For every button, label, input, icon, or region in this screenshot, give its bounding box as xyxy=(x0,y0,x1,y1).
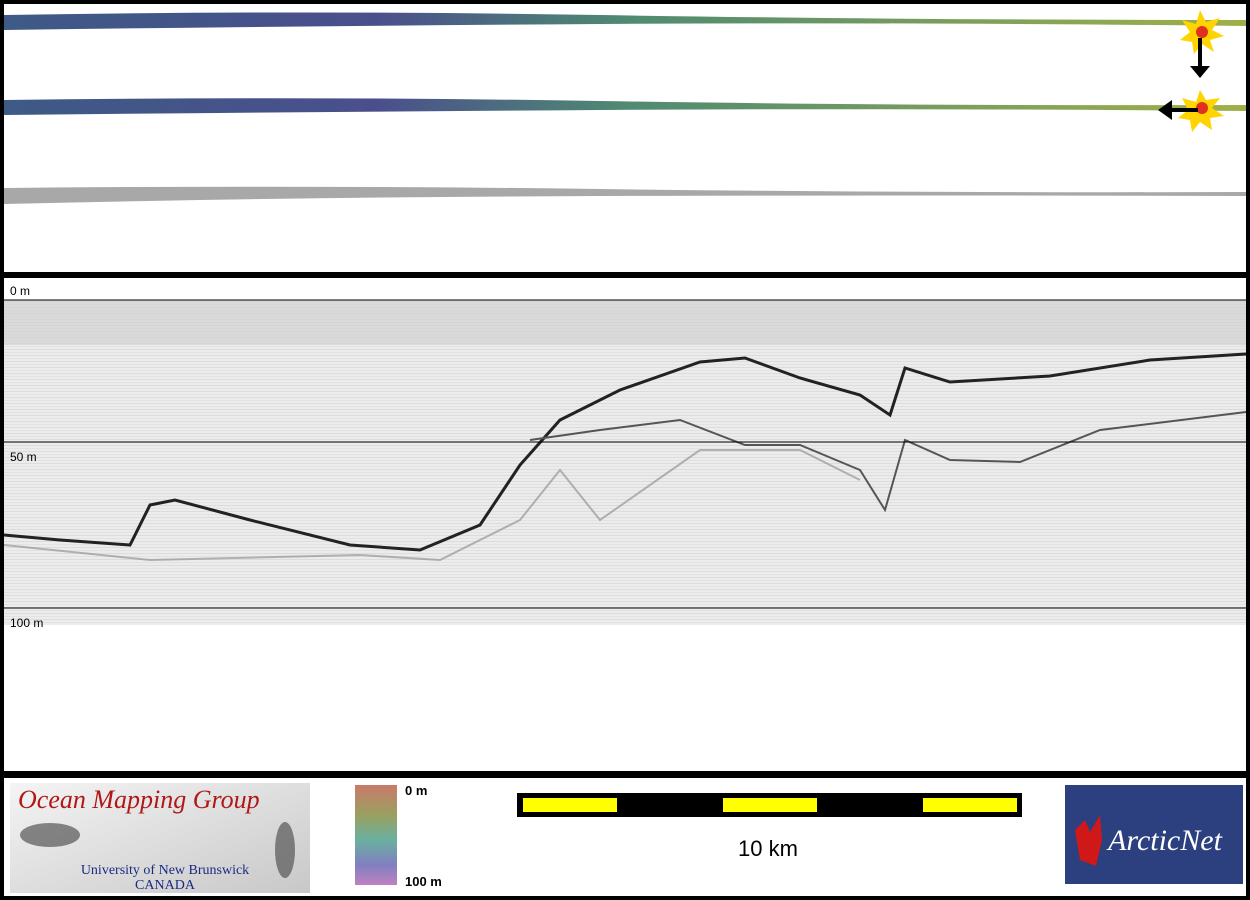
swath-strip xyxy=(4,12,1246,30)
colorbar-label: 0 m xyxy=(405,783,427,798)
colorbar xyxy=(355,785,397,885)
position-markers xyxy=(1158,10,1224,132)
depth-label: 50 m xyxy=(10,450,37,464)
swath-strip xyxy=(4,98,1246,115)
logo-university: University of New Brunswick xyxy=(81,863,249,878)
swath-panel xyxy=(4,4,1246,272)
logo-country: CANADA xyxy=(135,878,196,893)
seismic-image xyxy=(4,300,1246,625)
scale-bar xyxy=(517,793,1022,817)
swath-strip xyxy=(4,186,1246,204)
scale-label: 10 km xyxy=(738,836,798,861)
colorbar-label: 100 m xyxy=(405,874,442,889)
subbottom-reflector xyxy=(529,411,1247,513)
subbottom-reflector xyxy=(3,449,861,562)
seabed-reflector xyxy=(3,352,1247,552)
partner-name: ArcticNet xyxy=(1106,824,1223,857)
depth-label: 0 m xyxy=(10,284,30,298)
arcticnet-logo: ArcticNet xyxy=(1065,785,1243,884)
logo-title: Ocean Mapping Group xyxy=(18,785,260,814)
water-column xyxy=(4,300,1246,345)
depth-label: 100 m xyxy=(10,616,43,630)
ogm-logo: Ocean Mapping Group University of New Br… xyxy=(10,783,310,893)
